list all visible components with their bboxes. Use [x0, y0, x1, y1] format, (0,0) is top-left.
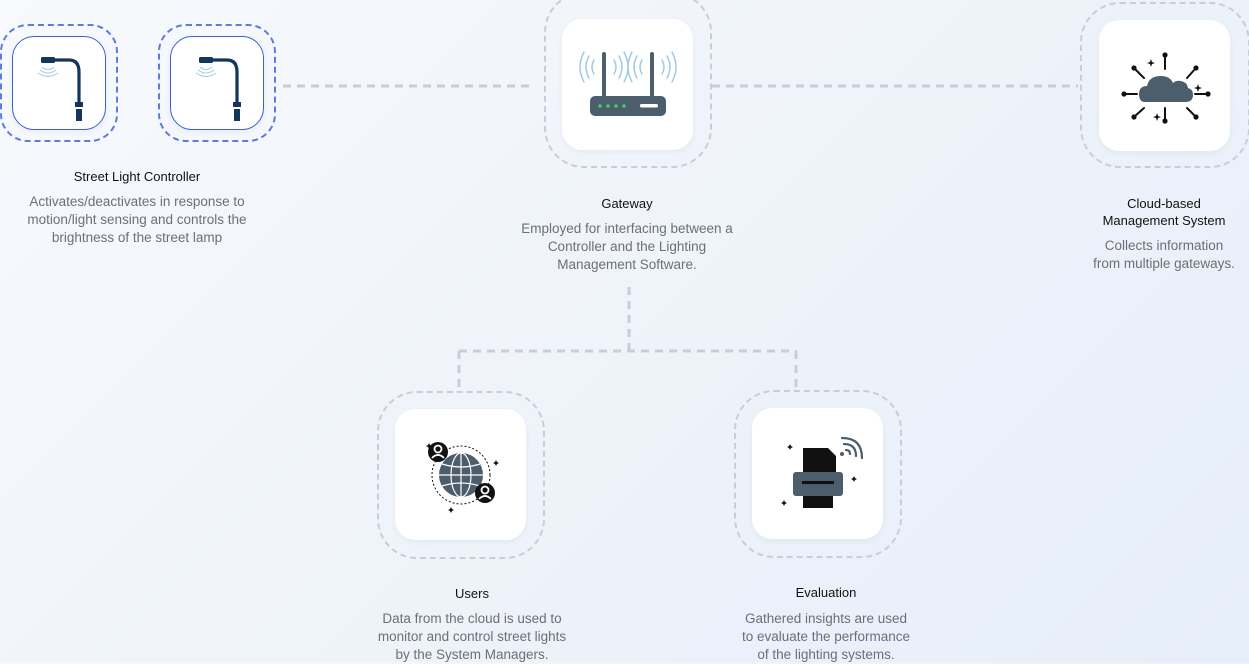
globe-users-icon [425, 441, 499, 513]
cloud-network-icon [1120, 51, 1211, 124]
users-description: Data from the cloud is used to monitor a… [377, 611, 567, 662]
printer-wifi-icon [780, 436, 863, 508]
evaluation-card [752, 408, 883, 539]
users-card [395, 409, 526, 540]
street-lamp-icon [195, 57, 241, 121]
street-light-title: Street Light Controller [73, 169, 201, 184]
controller-1-dashed-ring [0, 24, 118, 142]
evaluation-dashed-ring [734, 390, 902, 558]
gateway-card [562, 19, 693, 150]
users-title: Users [455, 586, 489, 601]
router-icon [578, 50, 677, 116]
gateway-dashed-ring [544, 0, 712, 168]
street-light-description: Activates/deactivates in response to mot… [27, 194, 247, 245]
controller-2-card [170, 36, 264, 130]
gateway-title: Gateway [601, 196, 653, 211]
cloud-description: Collects information from multiple gatew… [1093, 238, 1235, 271]
street-lamp-icon [37, 57, 83, 121]
user-avatar-icon [474, 482, 495, 503]
users-dashed-ring [377, 391, 545, 559]
user-avatar-icon [427, 441, 448, 462]
gateway-description: Employed for interfacing between a Contr… [521, 221, 733, 272]
controller-2-dashed-ring [158, 24, 276, 142]
cloud-card [1099, 20, 1230, 151]
evaluation-title: Evaluation [795, 585, 857, 600]
cloud-title: Cloud-based Management System [1102, 196, 1226, 228]
evaluation-description: Gathered insights are used to evaluate t… [741, 611, 911, 662]
controller-1-card [12, 36, 106, 130]
